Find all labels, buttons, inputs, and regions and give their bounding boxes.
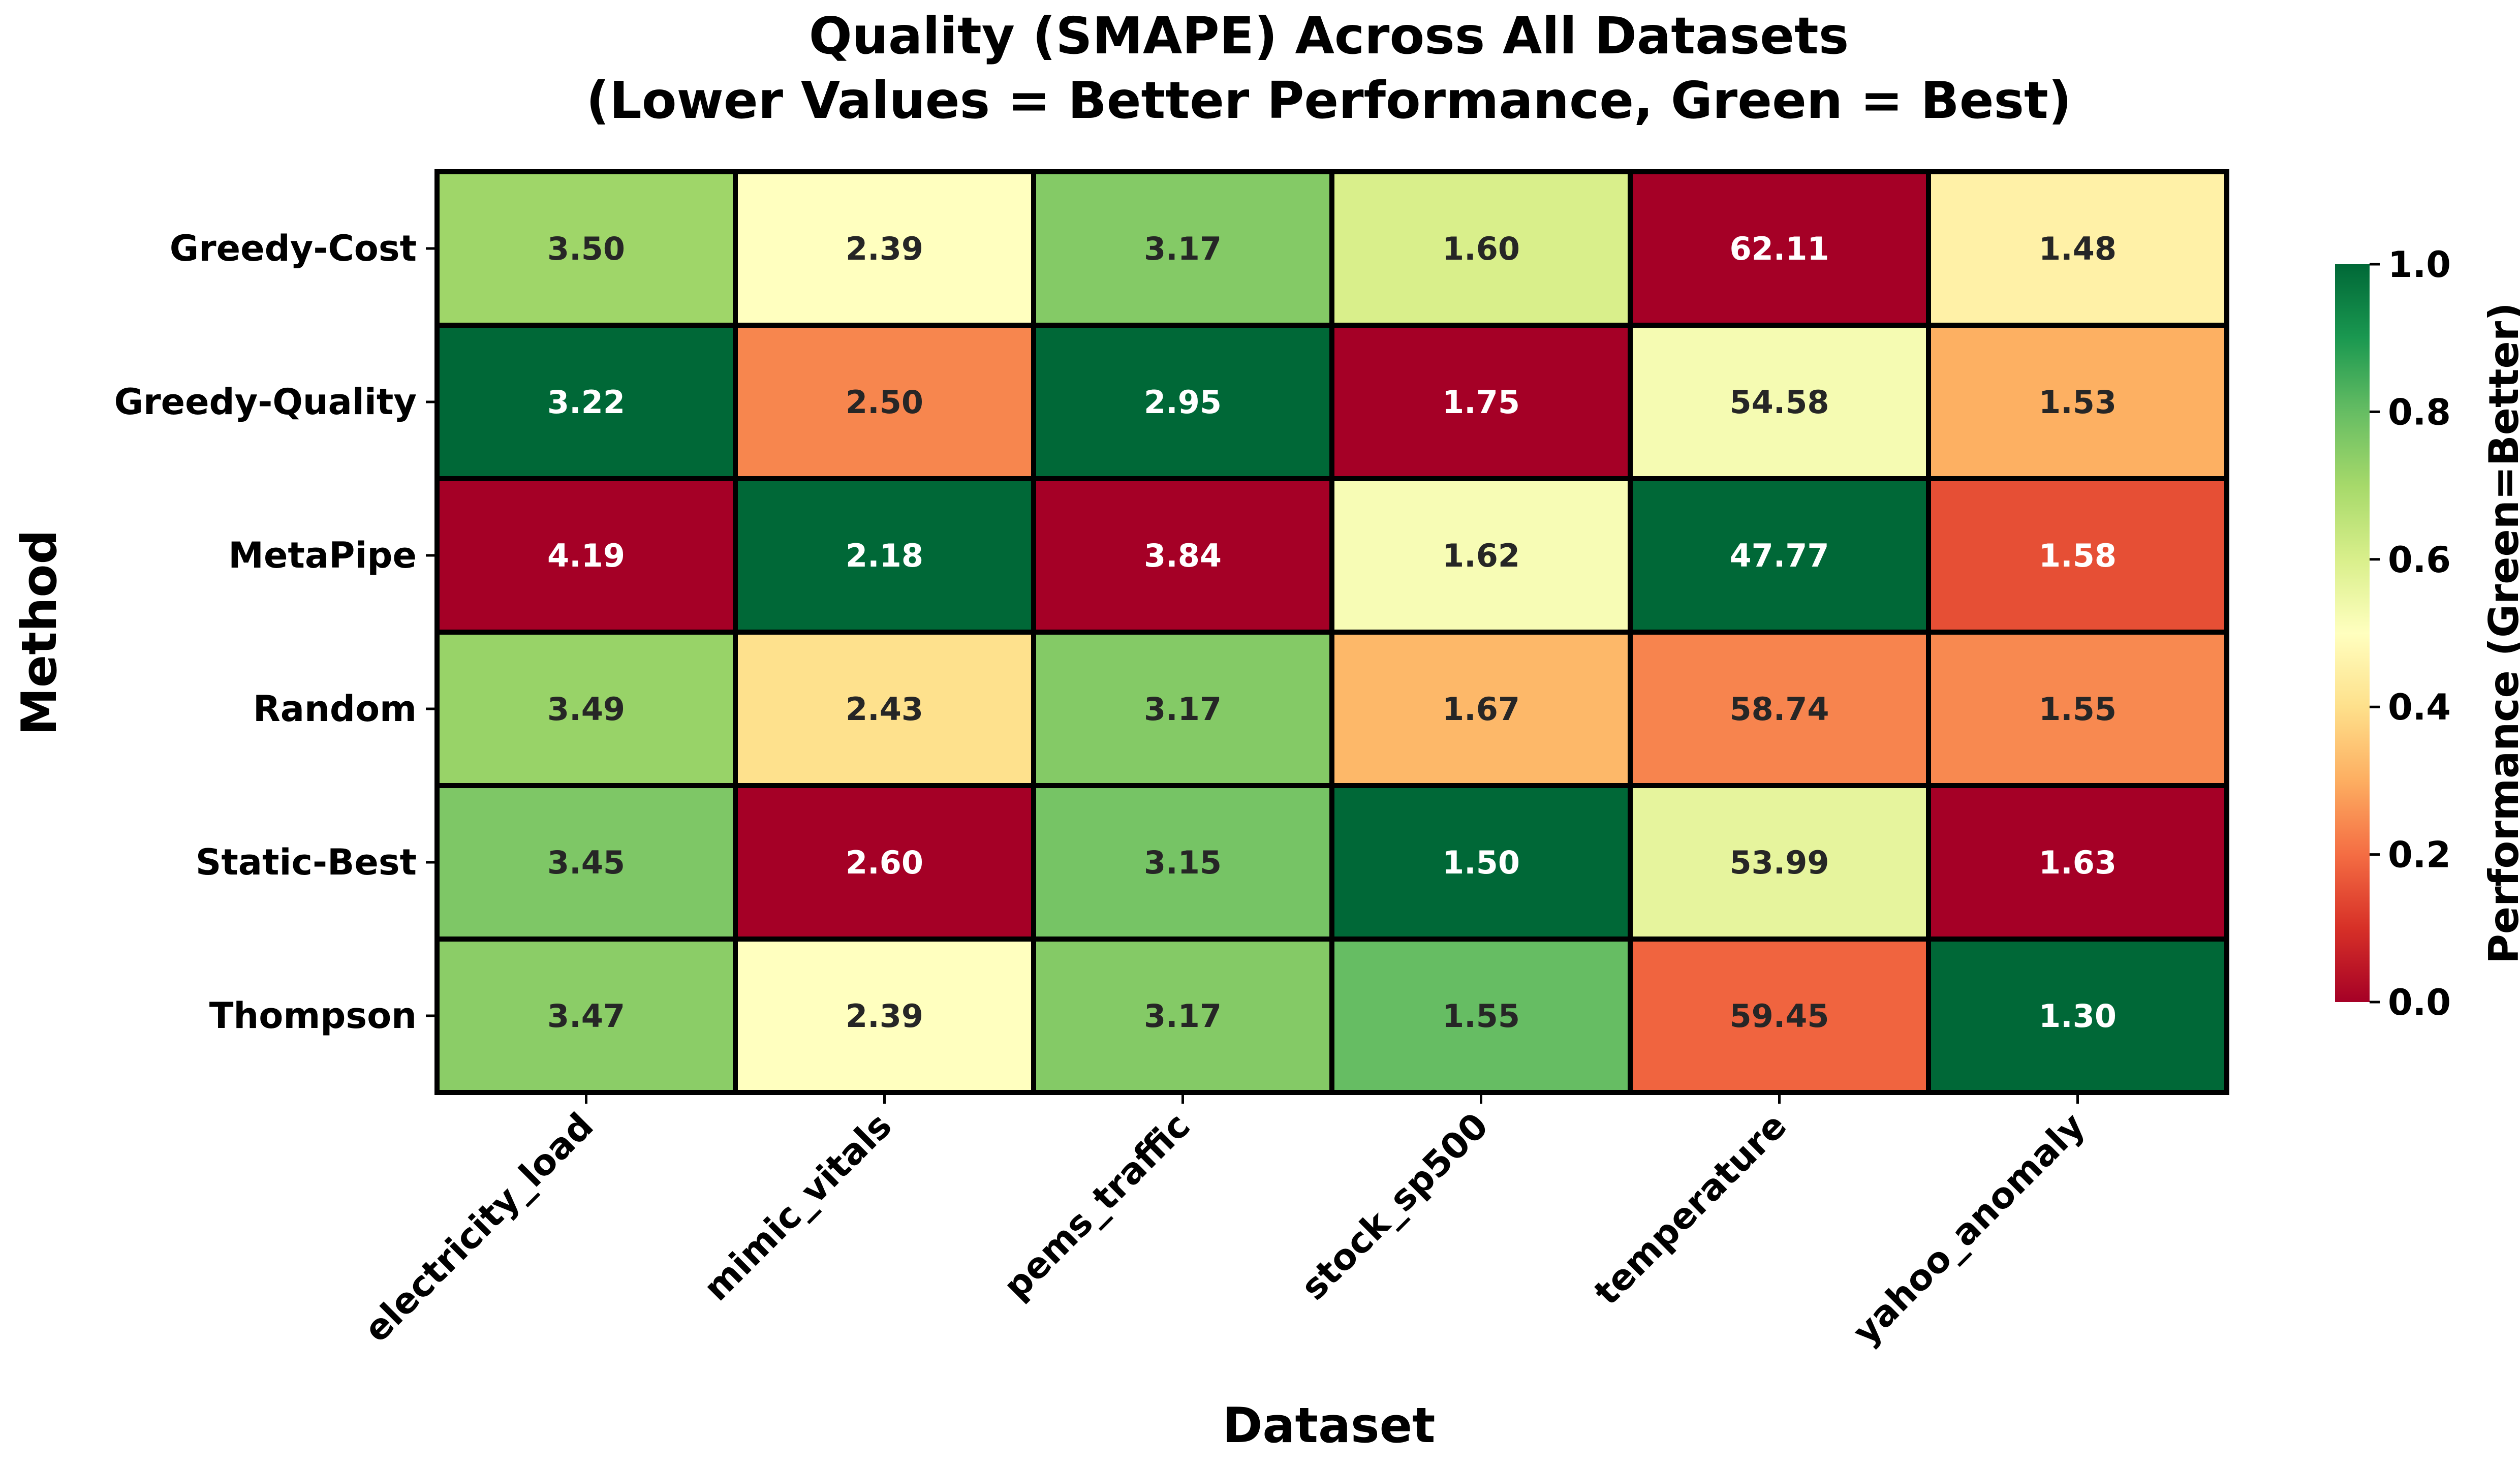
cell-value-label: 53.99	[1729, 844, 1829, 881]
colorbar-tick-label: 1.0	[2388, 244, 2451, 286]
cell-value-label: 3.50	[547, 230, 625, 267]
cell-value-label: 4.19	[547, 537, 625, 574]
colorbar-tick-label: 0.0	[2388, 982, 2451, 1023]
colorbar-ticks: 0.0 0.2 0.4 0.6 0.8 1.0	[2370, 244, 2451, 1023]
cell-value-label: 1.67	[1442, 691, 1520, 728]
cell-value-label: 1.48	[2039, 230, 2117, 267]
cell-value-label: 2.39	[846, 997, 923, 1035]
row-label: MetaPipe	[228, 535, 417, 576]
heatmap-cell	[434, 630, 738, 788]
heatmap-cell	[733, 476, 1036, 635]
colorbar-tick-label: 0.6	[2388, 539, 2451, 581]
heatmap-cell	[1031, 783, 1334, 942]
cell-value-label: 2.43	[846, 691, 923, 728]
cell-value-label: 2.39	[846, 230, 923, 267]
cell-value-label: 3.15	[1144, 844, 1222, 881]
cell-value-label: 1.55	[2039, 691, 2117, 728]
cell-value-label: 1.58	[2039, 537, 2117, 574]
cell-value-label: 1.55	[1442, 997, 1520, 1035]
x-axis-title: Dataset	[1223, 1398, 1436, 1454]
column-label: electricity_load	[356, 1105, 601, 1350]
heatmap-cell	[1031, 630, 1334, 788]
row-labels: Greedy-Cost Greedy-Quality MetaPipe Random S…	[114, 228, 437, 1037]
cell-value-label: 1.50	[1442, 844, 1520, 881]
cell-value-label: 62.11	[1729, 230, 1829, 267]
cell-value-label: 3.22	[547, 384, 625, 421]
row-label: Greedy-Cost	[170, 228, 417, 269]
cell-value-label: 3.17	[1144, 997, 1222, 1035]
cell-value-label: 1.75	[1442, 384, 1520, 421]
column-label: yahoo_anomaly	[1845, 1105, 2093, 1353]
heatmap-cell	[733, 169, 1036, 328]
cell-value-label: 2.50	[846, 384, 923, 421]
cell-value-label: 54.58	[1729, 384, 1829, 421]
column-label: mimic_vitals	[696, 1105, 900, 1309]
cell-value-label: 3.84	[1144, 537, 1222, 574]
cell-value-label: 3.17	[1144, 230, 1222, 267]
cell-value-label: 2.60	[846, 844, 923, 881]
column-label: temperature	[1586, 1105, 1794, 1313]
chart-title: Quality (SMAPE) Across All Datasets	[809, 6, 1849, 66]
colorbar: 0.0 0.2 0.4 0.6 0.8 1.0 Performance (Green=Be…	[2335, 244, 2520, 1023]
cell-value-label: 1.62	[1442, 537, 1520, 574]
heatmap-cell	[1329, 323, 1633, 481]
heatmap-cell	[733, 630, 1036, 788]
cell-value-label: 1.30	[2039, 997, 2117, 1035]
heatmap-cell	[1329, 630, 1633, 788]
colorbar-tick-label: 0.2	[2388, 834, 2451, 876]
heatmap-cell	[1628, 783, 1931, 942]
colorbar-gradient	[2335, 264, 2370, 1002]
plot-frame	[435, 170, 2228, 1094]
colorbar-label: Performance (Green=Better)	[2480, 302, 2520, 964]
y-axis-title: Method	[12, 529, 68, 735]
row-label: Static-Best	[196, 841, 417, 883]
colorbar-tick-label: 0.4	[2388, 686, 2451, 728]
heatmap-cell	[1329, 476, 1633, 635]
heatmap-cell	[1926, 169, 2229, 328]
heatmap-cell	[1628, 630, 1931, 788]
heatmap-cell	[1926, 476, 2229, 635]
cell-value-label: 47.77	[1729, 537, 1829, 574]
cell-value-label: 1.53	[2039, 384, 2117, 421]
cell-value-label: 3.45	[547, 844, 625, 881]
cell-value-label: 2.18	[846, 537, 923, 574]
heatmap-cell	[1926, 937, 2229, 1095]
heatmap-cell	[1628, 476, 1931, 635]
cell-value-label: 3.47	[547, 997, 625, 1035]
row-label: Random	[253, 688, 417, 730]
column-labels: electricity_load mimic_vitals pems_traffic…	[356, 1093, 2093, 1353]
row-label: Greedy-Quality	[114, 381, 417, 423]
heatmap-cell	[1329, 783, 1633, 942]
cell-value-label: 2.95	[1144, 384, 1222, 421]
column-label: pems_traffic	[995, 1105, 1198, 1307]
cell-value-label: 59.45	[1729, 997, 1829, 1035]
row-label: Thompson	[209, 995, 417, 1037]
cell-value-label: 1.60	[1442, 230, 1520, 267]
colorbar-tick-label: 0.8	[2388, 391, 2451, 433]
heatmap-cell	[434, 937, 738, 1095]
heatmap-cell	[733, 323, 1036, 481]
heatmap-cells: 3.50 2.39 3.17 1.60 62.11 1.48 3.22 2.50 2.95 1.7…	[434, 169, 2229, 1095]
cell-value-label: 3.17	[1144, 691, 1222, 728]
cell-value-label: 58.74	[1729, 691, 1829, 728]
cell-value-label: 1.63	[2039, 844, 2117, 881]
cell-value-label: 3.49	[547, 691, 625, 728]
column-label: stock_sp500	[1293, 1105, 1496, 1308]
chart-subtitle: (Lower Values = Better Performance, Gree…	[586, 71, 2071, 130]
heatmap-cell	[1926, 323, 2229, 481]
